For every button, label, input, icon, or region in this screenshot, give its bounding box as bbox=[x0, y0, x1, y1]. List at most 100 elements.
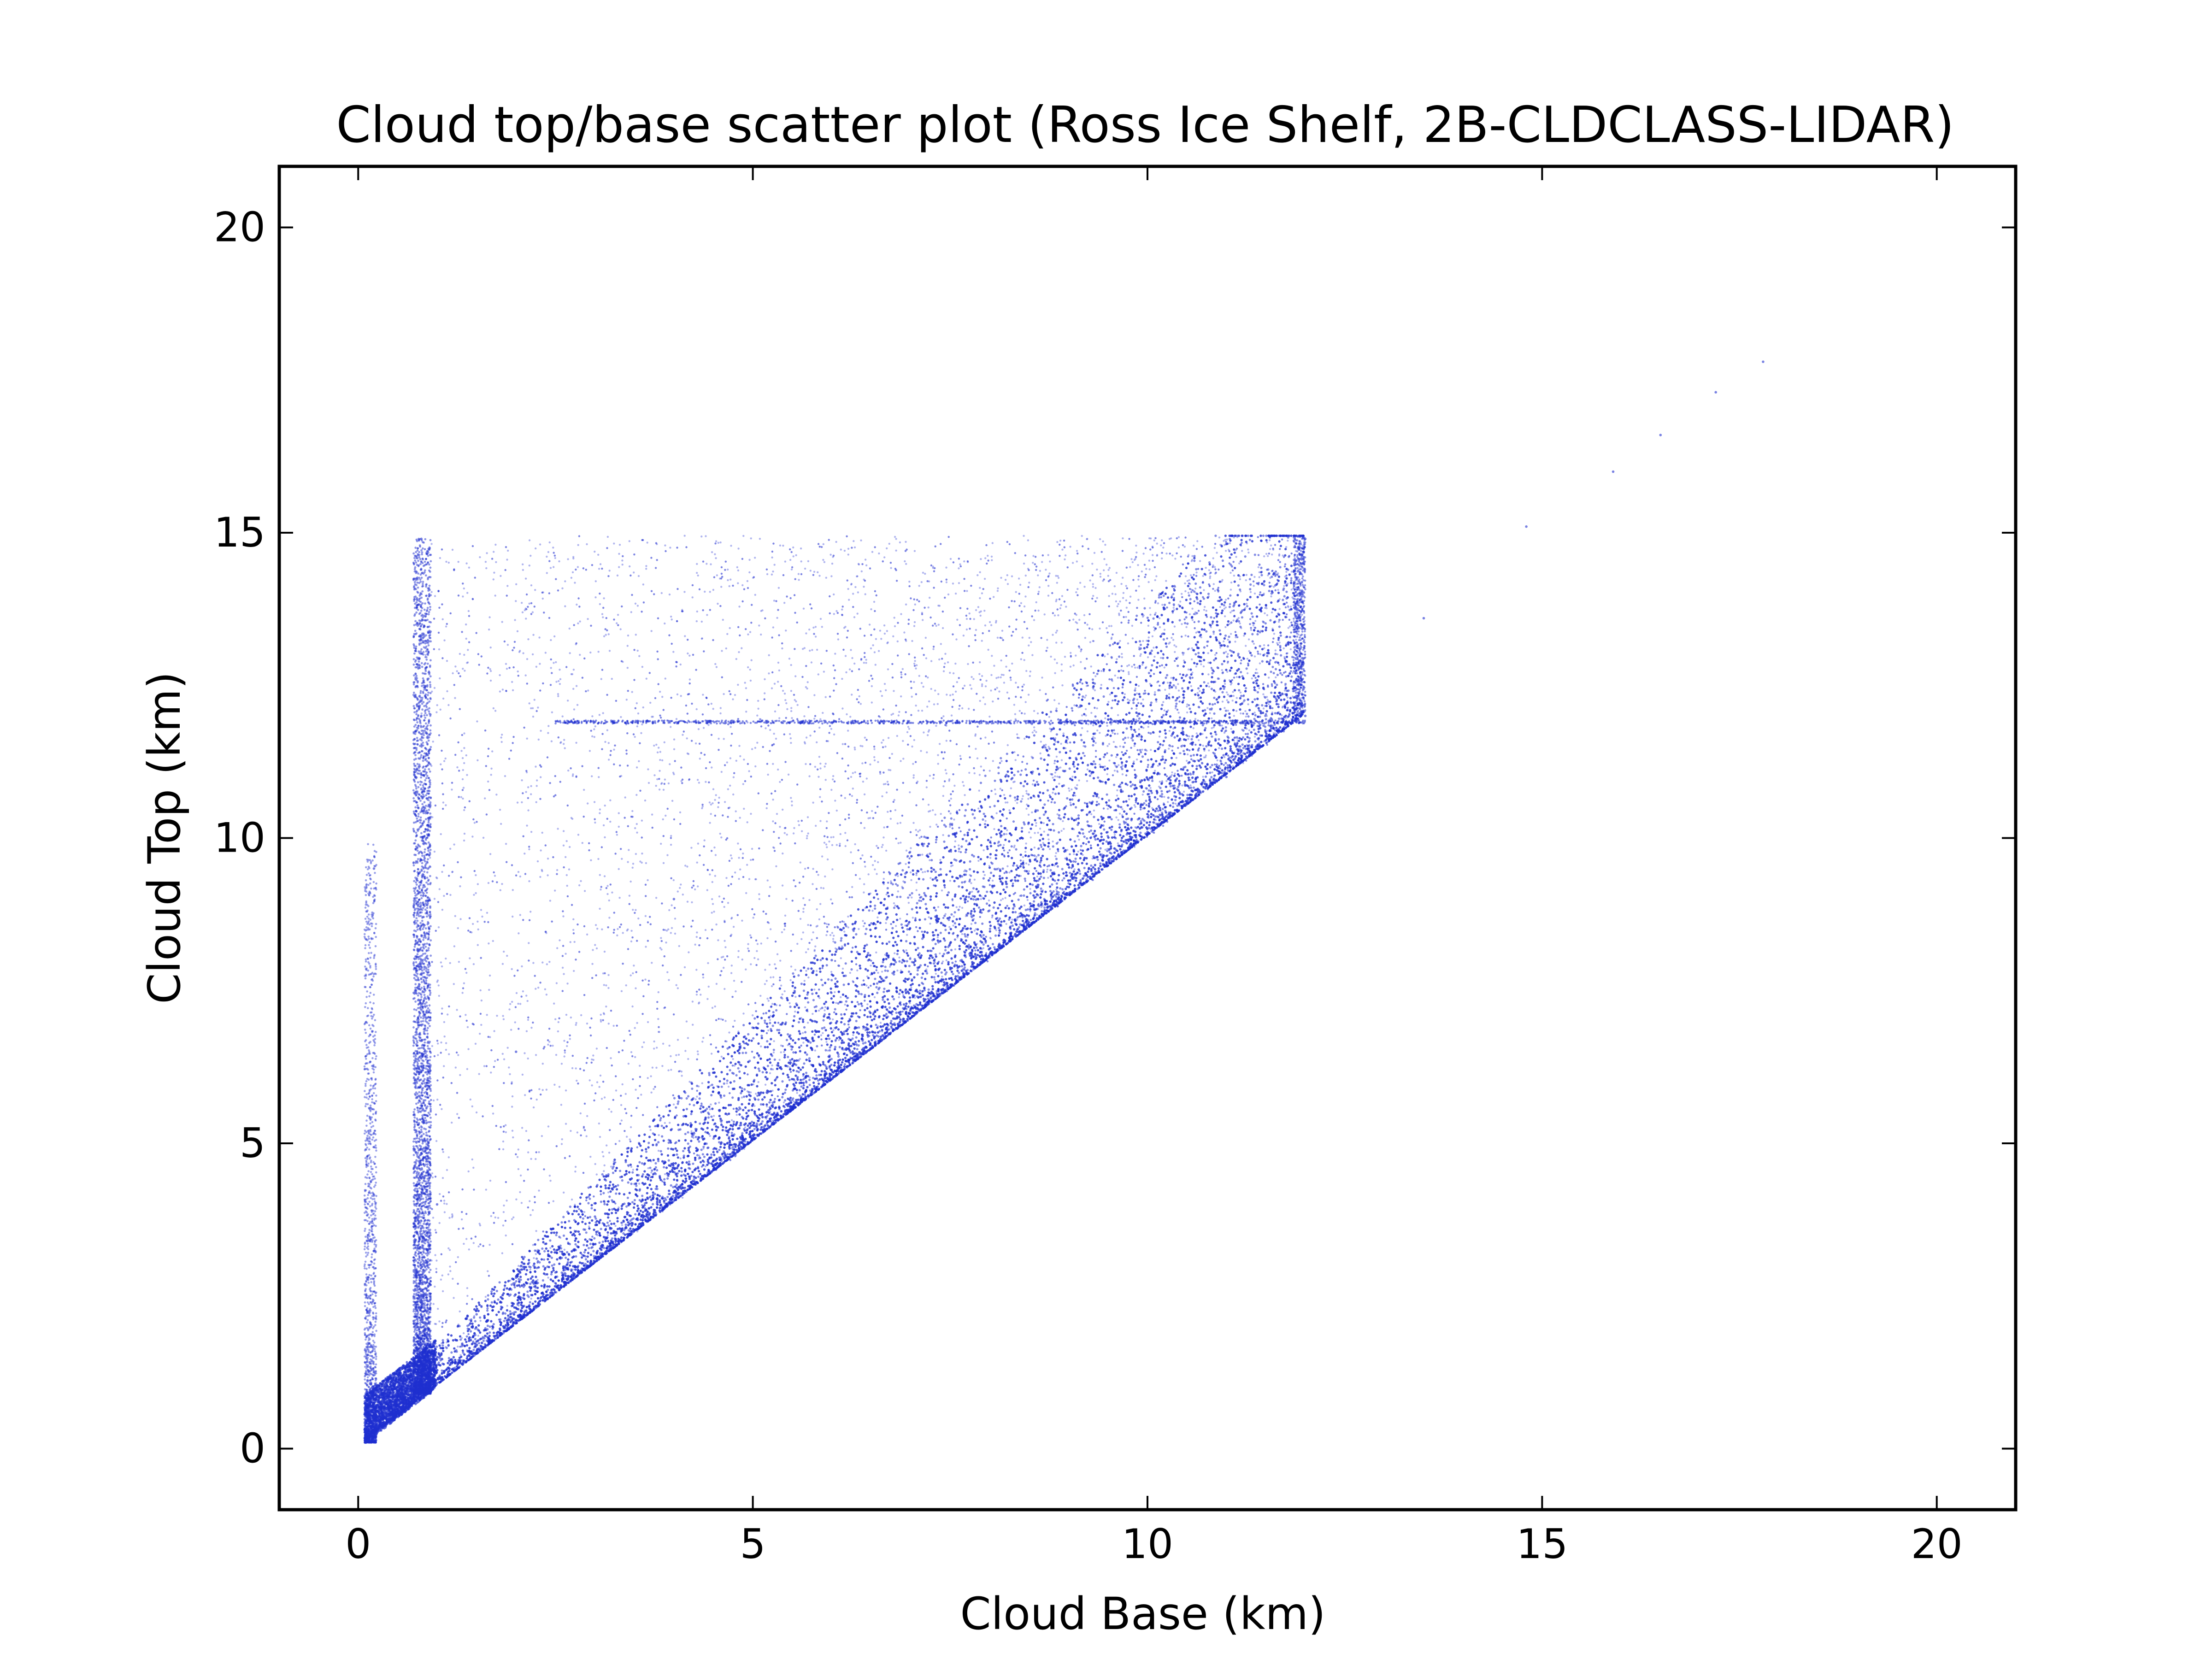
scatter-point bbox=[803, 989, 805, 992]
scatter-point bbox=[1162, 657, 1164, 659]
scatter-point bbox=[933, 976, 935, 978]
scatter-point bbox=[1254, 740, 1256, 742]
scatter-point bbox=[1061, 888, 1064, 890]
scatter-point bbox=[852, 1050, 854, 1053]
scatter-point bbox=[984, 823, 986, 825]
scatter-point bbox=[901, 961, 903, 964]
scatter-point bbox=[834, 1008, 836, 1010]
scatter-point bbox=[721, 1086, 723, 1088]
scatter-point bbox=[868, 909, 871, 912]
scatter-point bbox=[944, 973, 947, 976]
scatter-point bbox=[784, 1092, 786, 1094]
scatter-point bbox=[1151, 709, 1153, 712]
scatter-point bbox=[1240, 695, 1242, 697]
scatter-point bbox=[911, 892, 913, 894]
scatter-point bbox=[1056, 882, 1058, 885]
scatter-point bbox=[953, 859, 956, 861]
scatter-point bbox=[893, 973, 895, 976]
scatter-point bbox=[855, 933, 857, 935]
scatter-point bbox=[1212, 703, 1214, 706]
scatter-point bbox=[526, 1290, 529, 1293]
scatter-point bbox=[971, 813, 974, 815]
scatter-point bbox=[1160, 790, 1163, 792]
scatter-point bbox=[699, 1097, 701, 1100]
scatter-point bbox=[890, 1020, 893, 1022]
scatter-point bbox=[1190, 787, 1192, 789]
scatter-point bbox=[647, 1142, 650, 1144]
scatter-point bbox=[1229, 594, 1231, 597]
scatter-point bbox=[883, 988, 885, 990]
scatter-point bbox=[1140, 644, 1142, 646]
scatter-point bbox=[676, 1153, 678, 1156]
scatter-point bbox=[789, 1006, 791, 1008]
scatter-point bbox=[969, 860, 971, 863]
scatter-point bbox=[964, 834, 966, 836]
scatter-point bbox=[1282, 599, 1284, 601]
scatter-point bbox=[1006, 753, 1008, 755]
scatter-point bbox=[657, 1141, 659, 1143]
scatter-point bbox=[666, 1177, 669, 1180]
scatter-point bbox=[1025, 909, 1027, 911]
scatter-point bbox=[1240, 611, 1242, 613]
scatter-point bbox=[1198, 620, 1200, 623]
scatter-point bbox=[1080, 734, 1082, 736]
scatter-point bbox=[1122, 746, 1124, 748]
scatter-point bbox=[862, 1042, 865, 1045]
scatter-point bbox=[1150, 701, 1153, 704]
scatter-point bbox=[935, 953, 937, 956]
scatter-point bbox=[1193, 559, 1195, 562]
scatter-point bbox=[747, 1033, 749, 1035]
scatter-point bbox=[493, 1323, 495, 1325]
scatter-point bbox=[1122, 738, 1124, 741]
scatter-point bbox=[1212, 630, 1215, 633]
scatter-point bbox=[947, 835, 950, 837]
scatter-point bbox=[645, 1151, 647, 1153]
scatter-point bbox=[466, 1335, 468, 1338]
scatter-point bbox=[804, 1031, 806, 1033]
scatter-point bbox=[917, 969, 919, 971]
scatter-point bbox=[982, 885, 984, 888]
scatter-point bbox=[679, 1128, 682, 1130]
scatter-point bbox=[924, 903, 927, 905]
scatter-point bbox=[1059, 818, 1062, 820]
scatter-point bbox=[625, 1206, 628, 1208]
scatter-point bbox=[803, 1026, 806, 1029]
scatter-point bbox=[690, 1113, 692, 1115]
scatter-point bbox=[1273, 672, 1275, 674]
scatter-point bbox=[964, 966, 966, 969]
scatter-point bbox=[1179, 716, 1181, 718]
scatter-point bbox=[1266, 655, 1268, 657]
scatter-point bbox=[1043, 877, 1045, 879]
scatter-point bbox=[935, 909, 937, 912]
scatter-point bbox=[1082, 695, 1084, 698]
scatter-point bbox=[1069, 750, 1071, 752]
scatter-point bbox=[479, 1316, 481, 1318]
scatter-point bbox=[982, 818, 984, 821]
scatter-point bbox=[939, 868, 941, 871]
scatter-point bbox=[837, 1055, 840, 1058]
scatter-point bbox=[718, 1149, 720, 1151]
scatter-point bbox=[769, 1022, 771, 1024]
scatter-point bbox=[1253, 698, 1256, 700]
scatter-point bbox=[787, 1056, 789, 1058]
scatter-point bbox=[634, 1199, 636, 1201]
scatter-point bbox=[840, 940, 842, 942]
scatter-point bbox=[1210, 616, 1212, 618]
scatter-point bbox=[1082, 832, 1084, 835]
scatter-point bbox=[1186, 623, 1188, 625]
scatter-point bbox=[1205, 776, 1207, 778]
scatter-point bbox=[585, 1258, 587, 1260]
scatter-point bbox=[864, 1041, 866, 1044]
scatter-point bbox=[965, 809, 967, 812]
scatter-point bbox=[916, 973, 918, 976]
scatter-point bbox=[1153, 618, 1155, 620]
scatter-point bbox=[1043, 803, 1046, 806]
scatter-point bbox=[1147, 759, 1149, 761]
scatter-point bbox=[917, 947, 919, 949]
scatter-point bbox=[619, 1170, 621, 1172]
scatter-point bbox=[553, 1263, 555, 1265]
scatter-point bbox=[438, 1361, 440, 1364]
scatter-point bbox=[1033, 900, 1035, 902]
scatter-point bbox=[845, 1000, 847, 1003]
scatter-point bbox=[916, 902, 918, 904]
